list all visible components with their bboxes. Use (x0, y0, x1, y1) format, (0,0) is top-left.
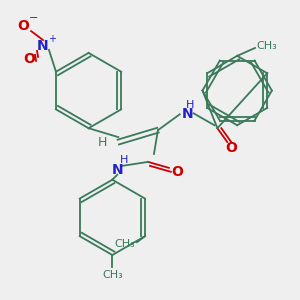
Text: N: N (37, 39, 49, 53)
Text: H: H (98, 136, 107, 148)
Text: O: O (17, 19, 29, 33)
Text: CH₃: CH₃ (102, 270, 123, 280)
Text: CH₃: CH₃ (256, 41, 277, 51)
Text: CH₃: CH₃ (115, 239, 136, 249)
Text: O: O (23, 52, 35, 66)
Text: O: O (171, 165, 183, 179)
Text: −: − (28, 13, 38, 23)
Text: +: + (48, 34, 56, 44)
Text: H: H (120, 155, 128, 165)
Text: N: N (182, 107, 194, 121)
Text: N: N (112, 163, 123, 177)
Text: O: O (225, 141, 237, 155)
Text: H: H (185, 100, 194, 110)
